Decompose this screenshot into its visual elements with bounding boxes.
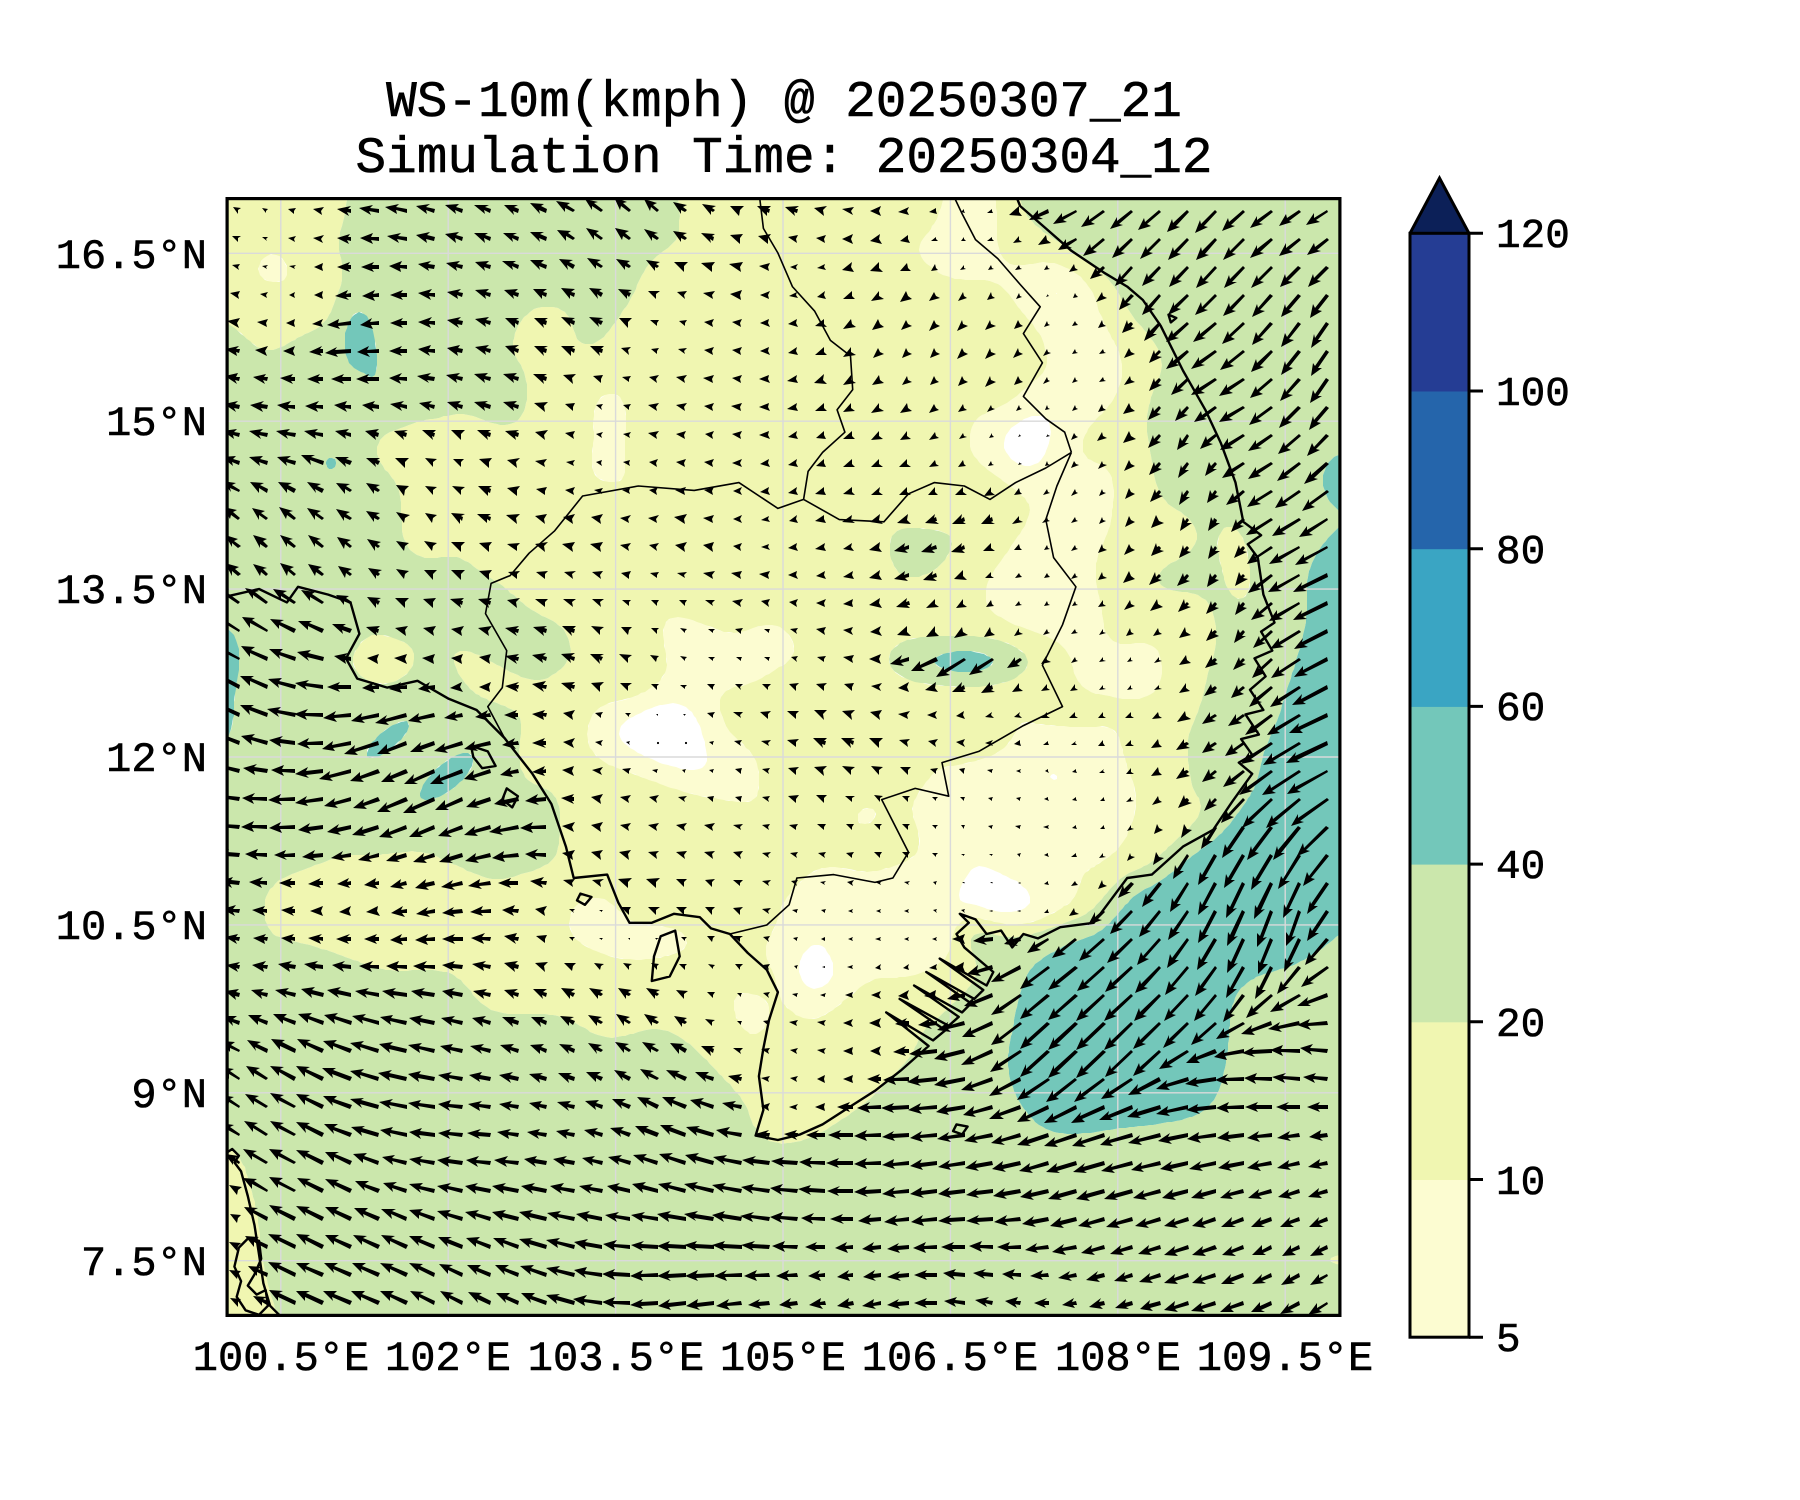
svg-text:109.5°E: 109.5°E xyxy=(1197,1335,1373,1383)
svg-text:100: 100 xyxy=(1496,372,1570,418)
svg-text:120: 120 xyxy=(1496,214,1570,260)
svg-text:Simulation Time: 20250304_12: Simulation Time: 20250304_12 xyxy=(356,131,1213,188)
svg-text:12°N: 12°N xyxy=(106,736,207,784)
svg-text:13.5°N: 13.5°N xyxy=(56,568,207,616)
svg-text:7.5°N: 7.5°N xyxy=(81,1240,207,1288)
svg-text:108°E: 108°E xyxy=(1055,1335,1181,1383)
svg-text:9°N: 9°N xyxy=(131,1072,207,1120)
svg-text:100.5°E: 100.5°E xyxy=(193,1335,369,1383)
svg-text:20: 20 xyxy=(1496,1003,1545,1049)
svg-text:WS-10m(kmph) @ 20250307_21: WS-10m(kmph) @ 20250307_21 xyxy=(386,75,1182,132)
svg-text:40: 40 xyxy=(1496,845,1545,891)
svg-text:105°E: 105°E xyxy=(720,1335,846,1383)
svg-text:103.5°E: 103.5°E xyxy=(528,1335,704,1383)
svg-text:5: 5 xyxy=(1496,1318,1521,1364)
svg-text:16.5°N: 16.5°N xyxy=(56,233,207,281)
svg-text:15°N: 15°N xyxy=(106,400,207,448)
svg-text:60: 60 xyxy=(1496,687,1545,733)
svg-text:106.5°E: 106.5°E xyxy=(862,1335,1038,1383)
svg-text:10.5°N: 10.5°N xyxy=(56,904,207,952)
svg-text:10: 10 xyxy=(1496,1161,1545,1207)
svg-text:102°E: 102°E xyxy=(385,1335,511,1383)
svg-text:80: 80 xyxy=(1496,530,1545,576)
